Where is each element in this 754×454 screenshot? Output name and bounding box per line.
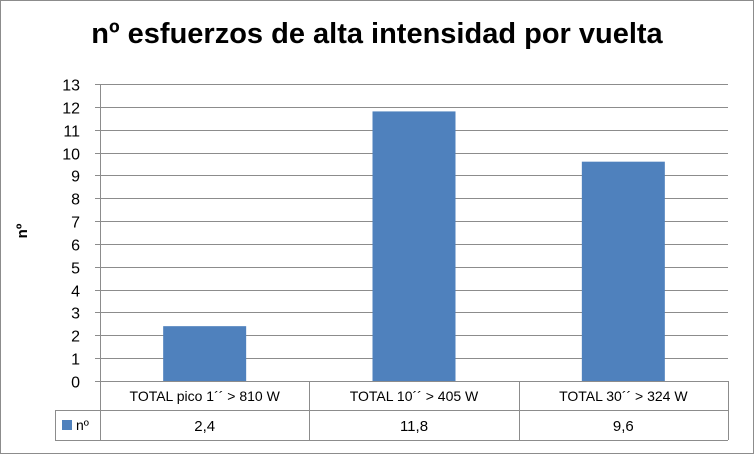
bar (581, 161, 665, 381)
bar (372, 111, 456, 382)
data-table-value: 9,6 (613, 418, 634, 435)
y-tick-label: 12 (62, 101, 80, 118)
y-tick-label: 7 (71, 215, 80, 232)
bar (163, 326, 247, 381)
y-tick-label: 0 (71, 375, 80, 392)
y-tick-label: 3 (71, 306, 80, 323)
x-category-label: TOTAL pico 1´´ > 810 W (130, 388, 281, 404)
y-tick-label: 6 (71, 238, 80, 255)
data-table-value: 2,4 (194, 418, 215, 435)
y-tick-label: 2 (71, 329, 80, 346)
data-table: TOTAL pico 1´´ > 810 W 2,4 TOTAL 10´´ > 40… (55, 381, 729, 441)
y-tick-label: 11 (63, 124, 80, 141)
y-tick-label: 4 (71, 284, 80, 301)
data-table-value: 11,8 (400, 418, 428, 435)
axes (95, 84, 101, 440)
x-category-label: TOTAL 10´´ > 405 W (350, 388, 479, 404)
legend-label: nº (76, 417, 89, 433)
chart-title: nº esfuerzos de alta intensidad por vuel… (91, 18, 663, 50)
legend-swatch (62, 420, 72, 430)
y-tick-label: 8 (71, 192, 80, 209)
y-tick-label: 5 (71, 261, 80, 278)
y-tick-label: 1 (71, 352, 80, 369)
bars (163, 111, 665, 382)
y-tick-label: 9 (71, 169, 80, 186)
y-tick-label: 10 (62, 147, 80, 164)
x-category-label: TOTAL 30´´ > 324 W (559, 388, 688, 404)
y-tick-label: 13 (62, 78, 80, 95)
